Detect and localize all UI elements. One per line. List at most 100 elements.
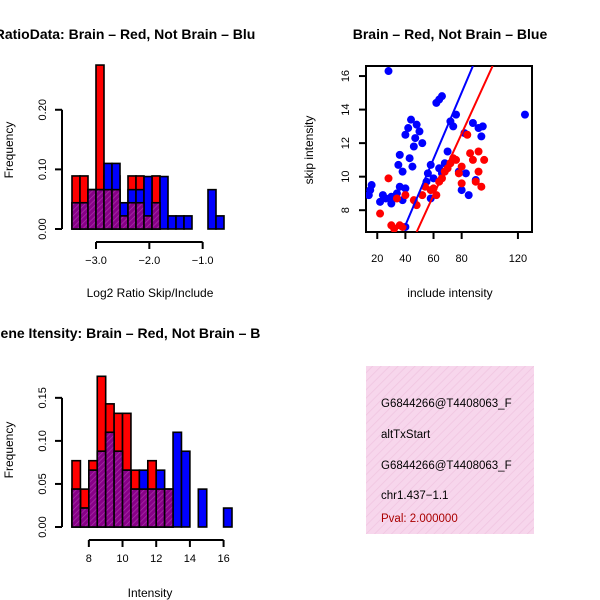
ratio-histogram-panel: RatioData: Brain – Red, Not Brain – Blu … (0, 26, 255, 300)
ratio-y-tick-label: 0.10 (37, 159, 49, 180)
intensity-histogram-axes: 8 10 12 14 16 0.00 0.05 0.10 0.15 (37, 387, 230, 565)
scatter-point-not-brain (408, 162, 417, 171)
intensity-x-tick-label: 10 (116, 553, 128, 565)
scatter-point-not-brain (409, 142, 418, 151)
scatter-point-brain (468, 155, 477, 164)
intensity-y-tick-label: 0.15 (37, 387, 49, 408)
intensity-x-tick-label: 12 (150, 553, 162, 565)
ratio-bar-overlap (103, 188, 113, 230)
scatter-point-not-brain (366, 186, 375, 195)
scatter-point-not-brain (415, 127, 424, 136)
intensity-bar-not-brain (180, 450, 191, 528)
intensity-bar-not-brain (172, 431, 183, 528)
scatter-point-brain (392, 194, 401, 203)
intensity-y-tick-label: 0.00 (37, 516, 49, 537)
scatter-point-brain (401, 191, 410, 200)
scatter-point-not-brain (384, 67, 393, 76)
ratio-bar-overlap (79, 201, 89, 230)
intensity-histogram-bars (71, 375, 233, 528)
scatter-point-brain (480, 155, 489, 164)
scatter-point-not-brain (398, 167, 407, 176)
intensity-y-tick-label: 0.10 (37, 430, 49, 451)
scatter-y-tick-label: 12 (340, 137, 352, 149)
intensity-bar-overlap (104, 431, 115, 528)
scatter-point-brain (463, 130, 472, 139)
intensity-histogram-panel: Gene Itensity: Brain – Red, Not Brain – … (0, 325, 260, 600)
intensity-bar-overlap (71, 488, 82, 528)
scatter-title: Brain – Red, Not Brain – Blue (353, 26, 548, 42)
scatter-x-tick-label: 40 (399, 253, 411, 265)
intensity-bar-overlap (163, 488, 174, 528)
intensity-histogram-title: Gene Itensity: Brain – Red, Not Brain – … (0, 325, 260, 341)
intensity-bar-overlap (96, 450, 107, 528)
scatter-point-brain (452, 155, 461, 164)
intensity-bar-overlap (130, 488, 141, 528)
intensity-bar-overlap (146, 488, 158, 528)
scatter-y-tick-label: 16 (340, 70, 352, 82)
scatter-point-not-brain (468, 119, 477, 128)
info-panel-background (366, 366, 534, 534)
ratio-bar-not-brain (167, 215, 177, 230)
ratio-x-tick-label: −3.0 (85, 255, 107, 267)
scatter-points (366, 66, 529, 232)
intensity-bar-overlap (155, 488, 166, 528)
scatter-point-not-brain (464, 191, 473, 200)
ratio-x-tick-label: −1.0 (192, 255, 214, 267)
scatter-fit-line-brain (415, 66, 494, 232)
scatter-point-not-brain (412, 120, 421, 129)
scatter-point-brain (474, 147, 483, 156)
scatter-fit-line-not-brain (404, 66, 474, 226)
scatter-axes: 20 40 60 80 120 8 10 12 14 16 (340, 70, 527, 265)
ratio-histogram-bars (71, 64, 225, 230)
intensity-bar-overlap (138, 488, 149, 528)
ratio-histogram-ylabel: Frequency (2, 122, 16, 179)
intensity-x-tick-label: 14 (184, 553, 196, 565)
scatter-point-not-brain (449, 122, 458, 131)
intensity-histogram-ylabel: Frequency (2, 422, 16, 479)
scatter-point-brain (474, 167, 483, 176)
intensity-bar-not-brain (222, 507, 233, 528)
ratio-bar-not-brain (215, 215, 225, 230)
scatter-point-not-brain (437, 92, 446, 101)
intensity-scatter-panel: Brain – Red, Not Brain – Blue 20 40 60 80 12… (302, 26, 547, 300)
scatter-point-not-brain (395, 150, 404, 159)
intensity-bar-overlap (113, 450, 124, 528)
ratio-y-tick-label: 0.20 (37, 99, 49, 120)
scatter-point-brain (384, 174, 393, 183)
ratio-bar-overlap (95, 188, 105, 230)
ratio-bar-not-brain (159, 175, 169, 230)
scatter-point-brain (418, 191, 427, 200)
ratio-bar-overlap (143, 215, 153, 230)
intensity-bar-overlap (121, 469, 132, 528)
scatter-point-brain (466, 149, 475, 158)
scatter-point-not-brain (401, 184, 410, 193)
ratio-histogram-xlabel: Log2 Ratio Skip/Include (87, 286, 214, 300)
scatter-point-brain (398, 222, 407, 231)
scatter-point-brain (477, 182, 486, 191)
scatter-xlabel: include intensity (407, 286, 492, 300)
info-line-4: chr1.437−1.1 (381, 490, 448, 502)
scatter-point-not-brain (443, 147, 452, 156)
scatter-point-brain (457, 179, 466, 188)
ratio-histogram-title: RatioData: Brain – Red, Not Brain – Blu (0, 26, 255, 42)
intensity-y-tick-label: 0.05 (37, 473, 49, 494)
scatter-x-tick-label: 120 (509, 253, 527, 265)
ratio-bar-overlap (71, 201, 81, 230)
scatter-y-tick-label: 14 (340, 103, 352, 115)
ratio-bar-overlap (151, 201, 161, 230)
scatter-x-tick-label: 60 (427, 253, 439, 265)
intensity-histogram-xlabel: Intensity (128, 586, 173, 600)
ratio-bar-overlap (87, 188, 97, 230)
scatter-point-not-brain (520, 110, 529, 119)
scatter-point-not-brain (404, 124, 413, 133)
scatter-point-brain (454, 169, 463, 178)
intensity-bar-overlap (79, 507, 90, 528)
ratio-bar-not-brain (207, 188, 217, 230)
ratio-y-tick-label: 0.00 (37, 218, 49, 239)
scatter-point-not-brain (478, 122, 487, 131)
info-line-3: G6844266@T4408063_F (381, 460, 512, 472)
scatter-point-not-brain (457, 186, 466, 195)
intensity-bar-not-brain (197, 488, 208, 528)
ratio-bar-overlap (119, 215, 129, 230)
scatter-point-not-brain (411, 134, 420, 143)
